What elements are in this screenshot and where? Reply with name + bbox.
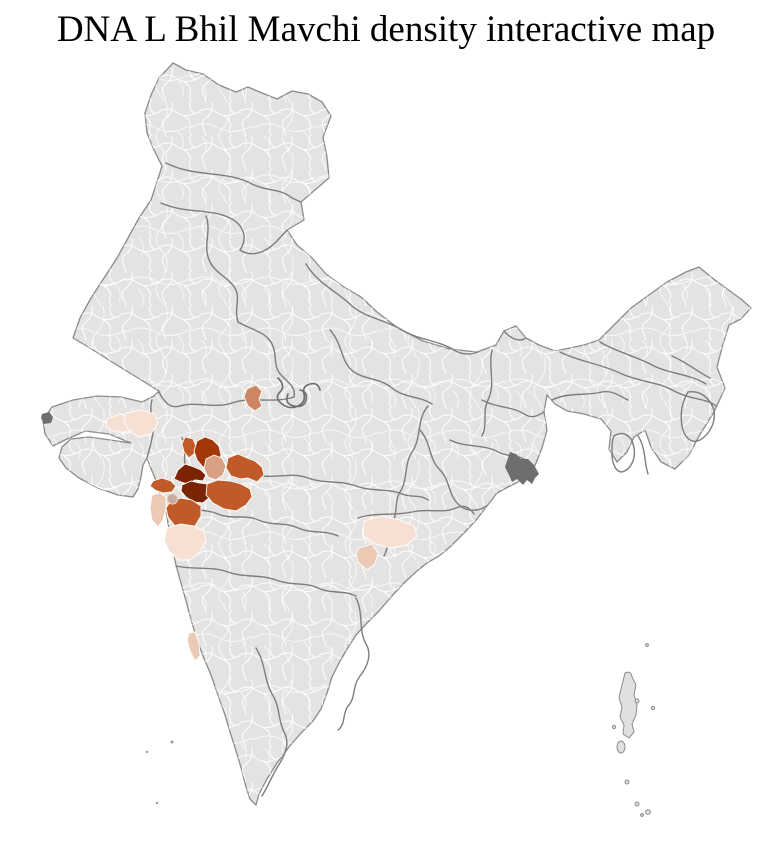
district-high-southeast[interactable] [205,479,253,512]
island-dot [155,801,159,805]
district-highest-west[interactable] [173,463,207,485]
state-border [680,391,716,442]
state-border [175,505,339,537]
island-dot [645,643,649,647]
state-border [205,215,239,323]
state-border [481,349,493,437]
island-andaman-main [618,671,638,739]
district-lowmid-east-lower[interactable] [355,543,379,571]
state-border [255,647,288,797]
state-border [261,474,429,501]
state-border [146,399,154,459]
district-high-east[interactable] [225,453,265,483]
state-border [357,505,475,519]
state-border [175,565,357,597]
island-dot [170,740,174,744]
kutch-creek-islets [41,412,53,424]
page-title: DNA L Bhil Mavchi density interactive ma… [56,9,716,50]
lakshadweep-islands[interactable] [145,740,174,805]
island-dot [640,813,644,817]
state-border [599,341,707,385]
andaman-nicobar-islands[interactable] [611,643,656,817]
island-dot [145,750,149,754]
state-border [337,597,370,731]
state-border [611,432,636,473]
state-border [449,439,529,463]
district-city-enclave[interactable] [166,493,179,505]
tangle-squiggle [286,389,308,408]
state-border-tangle [276,377,321,409]
state-border [503,330,527,341]
state-border [671,355,711,379]
district-low-gujarat-east[interactable] [123,409,159,438]
island-dot [634,698,640,704]
sundarbans-delta-detail [505,452,539,485]
island-dot [634,801,640,807]
state-borders [146,162,717,797]
state-border [559,351,717,407]
island-dot [624,779,630,785]
district-low-east-upper[interactable] [362,515,418,549]
district-low-nashik[interactable] [163,523,207,561]
district-mid-rajasthan[interactable] [243,384,263,412]
highlighted-districts [105,384,418,662]
district-mid-center[interactable] [203,454,227,481]
district-lowmid-konkan-coast[interactable] [186,631,201,662]
state-border [419,429,487,511]
state-border [481,399,545,418]
island-dot [611,724,617,730]
state-border [165,162,302,203]
district-lowmid-coastal-strip[interactable] [149,492,167,528]
state-border [551,390,629,401]
state-border [305,263,479,355]
state-border [637,435,649,475]
island-nicobar [645,809,651,815]
state-border [237,321,296,398]
state-border [160,202,288,255]
island-little-andaman [616,740,626,754]
island-dot [650,705,656,711]
state-border [329,329,433,405]
district-high-northwest[interactable] [181,436,197,459]
district-high-coastal-west[interactable] [149,477,177,494]
state-border [158,391,295,408]
